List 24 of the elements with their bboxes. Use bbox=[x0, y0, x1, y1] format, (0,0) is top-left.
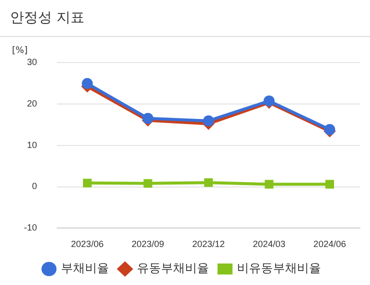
point bbox=[82, 78, 93, 90]
legend-label: 유동부채비율 bbox=[137, 261, 209, 276]
y-tick-label: 20 bbox=[26, 98, 38, 108]
chart-title: 안정성 지표 bbox=[0, 0, 370, 37]
y-tick-label: 10 bbox=[26, 140, 38, 150]
y-tick-label: -10 bbox=[24, 222, 38, 233]
x-tick-label: 2023/06 bbox=[71, 239, 104, 250]
legend-label: 부채비율 bbox=[61, 261, 109, 276]
y-axis-title: [%] bbox=[12, 46, 28, 56]
x-tick-label: 2024/03 bbox=[252, 239, 286, 250]
x-tick-label: 2023/09 bbox=[132, 239, 164, 250]
legend-label: 비유동부채비율 bbox=[237, 261, 321, 276]
y-tick-label: 0 bbox=[32, 181, 38, 192]
point bbox=[144, 179, 152, 188]
point bbox=[82, 178, 92, 188]
point bbox=[204, 178, 213, 187]
x-tick-label: 2023/12 bbox=[192, 239, 225, 250]
point bbox=[264, 180, 274, 189]
point bbox=[142, 112, 154, 124]
point bbox=[203, 115, 214, 126]
x-tick-label: 2024/06 bbox=[313, 239, 346, 250]
point bbox=[325, 180, 334, 189]
y-tick-label: 30 bbox=[26, 56, 38, 67]
point bbox=[264, 95, 275, 106]
